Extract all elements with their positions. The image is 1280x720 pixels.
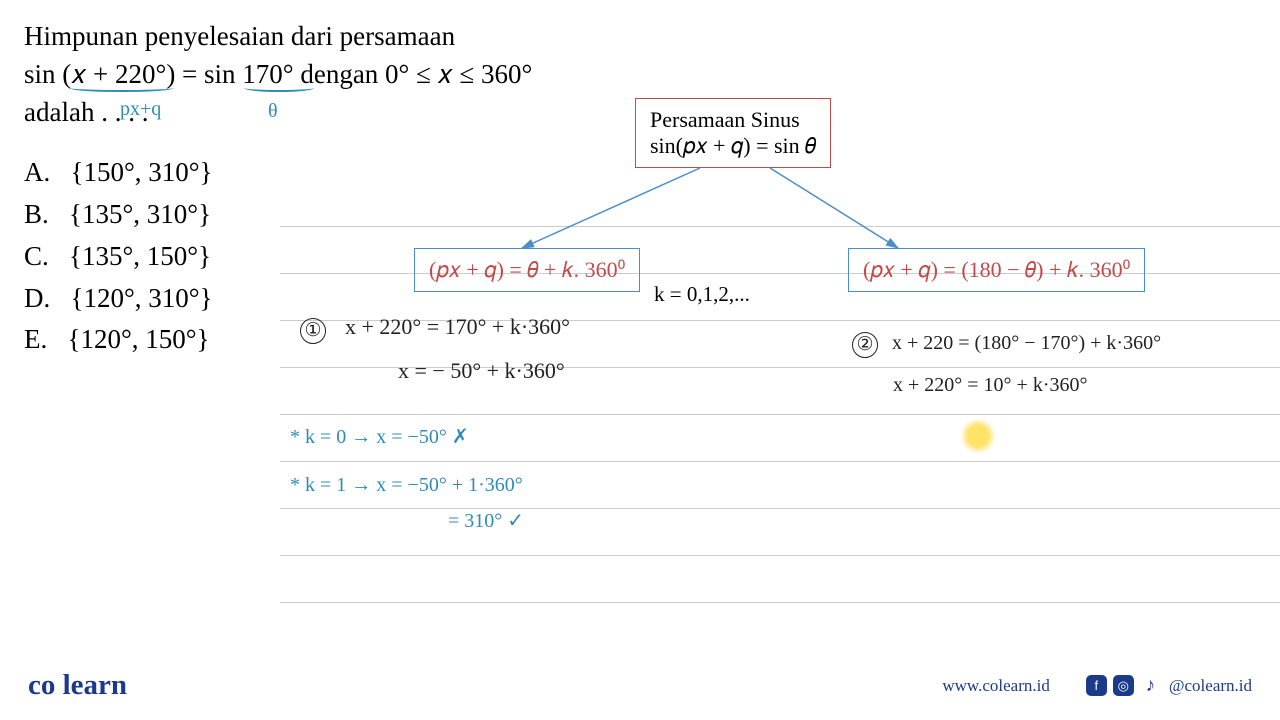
tiktok-icon: ♪ [1140, 675, 1161, 696]
work-eq1a: x + 220° = 170° + k·360° [345, 314, 570, 340]
option-e: E. {120°, 150°} [24, 319, 213, 361]
hint-top-line2: sin(𝑝𝑥 + 𝑞) = sin 𝜃 [650, 133, 816, 159]
hint-box-sinus: Persamaan Sinus sin(𝑝𝑥 + 𝑞) = sin 𝜃 [635, 98, 831, 168]
work-circle-2: ② [852, 330, 878, 358]
annotation-pxq: px+q [120, 98, 161, 121]
work-k0: * k = 0 → x = −50° ✗ [290, 424, 469, 449]
option-d: D. {120°, 310°} [24, 278, 213, 320]
work-k1a: * k = 1 → x = −50° + 1·360° [290, 474, 523, 497]
instagram-icon: ◎ [1113, 675, 1134, 696]
arrows-svg [420, 160, 1030, 260]
hint-top-line1: Persamaan Sinus [650, 107, 816, 133]
option-c: C. {135°, 150°} [24, 236, 213, 278]
option-a: A. {150°, 310°} [24, 152, 213, 194]
work-k1b: = 310° ✓ [448, 508, 524, 533]
hint-box-formula-1: (𝑝𝑥 + 𝑞) = 𝜃 + 𝑘. 360⁰ [414, 248, 640, 292]
footer-url: www.colearn.id [942, 676, 1049, 696]
work-eq2a: x + 220 = (180° − 170°) + k·360° [892, 332, 1161, 355]
option-b: B. {135°, 310°} [24, 194, 213, 236]
question-text: Himpunan penyelesaian dari persamaan sin… [24, 18, 532, 131]
question-line-1: Himpunan penyelesaian dari persamaan [24, 18, 532, 56]
hint-k-values: k = 0,1,2,... [654, 282, 750, 307]
footer: co learn www.colearn.id f ◎ ♪ @colearn.i… [0, 669, 1280, 702]
work-eq2b: x + 220° = 10° + k·360° [893, 374, 1088, 397]
annotation-underline-pxq [69, 84, 174, 92]
hint-box-formula-2: (𝑝𝑥 + 𝑞) = (180 − 𝜃) + 𝑘. 360⁰ [848, 248, 1145, 292]
annotation-theta: θ [268, 100, 278, 123]
work-eq1b: x = − 50° + k·360° [398, 358, 565, 384]
cursor-highlight-icon [960, 418, 996, 454]
facebook-icon: f [1086, 675, 1107, 696]
work-circle-1: ① [300, 316, 326, 344]
social-icons: f ◎ ♪ [1086, 675, 1161, 696]
question-line-3: adalah . . . . [24, 94, 532, 132]
annotation-underline-theta [244, 84, 314, 92]
answer-options: A. {150°, 310°} B. {135°, 310°} C. {135°… [24, 152, 213, 361]
footer-handle: @colearn.id [1169, 676, 1252, 696]
logo: co learn [28, 669, 127, 702]
footer-links: www.colearn.id f ◎ ♪ @colearn.id [942, 675, 1252, 696]
